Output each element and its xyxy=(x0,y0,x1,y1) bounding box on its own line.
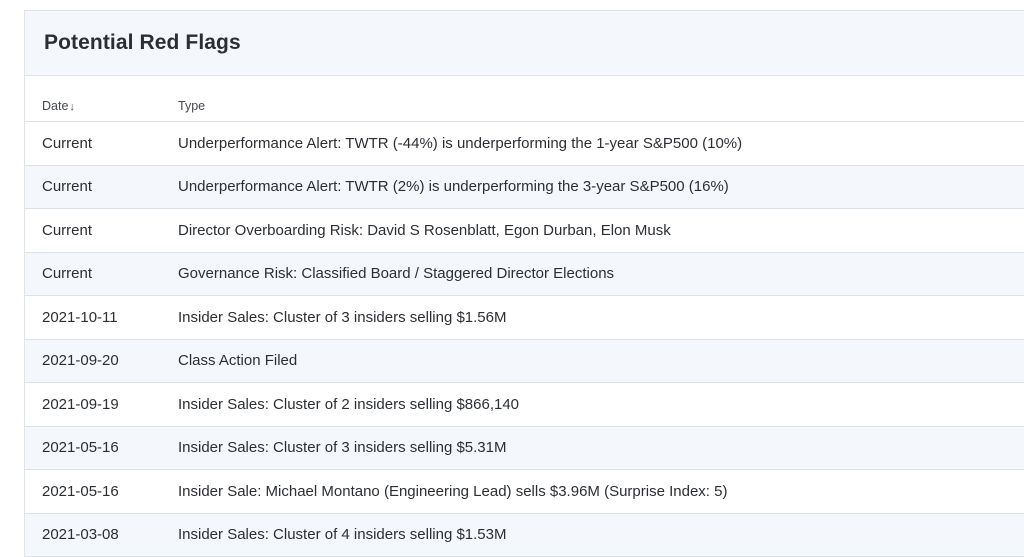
red-flags-panel: Potential Red Flags Date↓ Type Current U… xyxy=(24,10,1024,557)
table-row: Current Governance Risk: Classified Boar… xyxy=(25,252,1024,296)
table-row: 2021-10-11 Insider Sales: Cluster of 3 i… xyxy=(25,296,1024,340)
type-column-header[interactable]: Type xyxy=(178,99,1024,113)
table-row: Current Director Overboarding Risk: Davi… xyxy=(25,209,1024,253)
row-date: Current xyxy=(42,265,93,283)
row-date: 2021-05-16 xyxy=(42,482,119,500)
row-type: Insider Sales: Cluster of 3 insiders sel… xyxy=(178,439,507,457)
row-type: Underperformance Alert: TWTR (2%) is und… xyxy=(178,178,729,196)
red-flags-table: Date↓ Type Current Underperformance Aler… xyxy=(25,76,1024,557)
panel-title: Potential Red Flags xyxy=(44,31,241,54)
row-type: Underperformance Alert: TWTR (-44%) is u… xyxy=(178,134,743,152)
row-type: Insider Sales: Cluster of 3 insiders sel… xyxy=(178,308,507,326)
date-column-label: Date xyxy=(42,99,69,113)
table-row: 2021-09-19 Insider Sales: Cluster of 2 i… xyxy=(25,383,1024,427)
row-date: Current xyxy=(42,221,93,239)
table-row: Current Underperformance Alert: TWTR (-4… xyxy=(25,122,1024,166)
panel-header: Potential Red Flags xyxy=(25,11,1024,76)
row-date: 2021-10-11 xyxy=(42,308,118,326)
row-date: Current xyxy=(42,178,93,196)
sort-descending-icon: ↓ xyxy=(69,101,75,113)
table-header-row: Date↓ Type xyxy=(25,76,1024,122)
table-row: 2021-05-16 Insider Sales: Cluster of 3 i… xyxy=(25,426,1024,470)
table-row: 2021-05-16 Insider Sale: Michael Montano… xyxy=(25,470,1024,514)
table-row: Current Underperformance Alert: TWTR (2%… xyxy=(25,165,1024,209)
row-date: Current xyxy=(42,134,93,152)
row-date: 2021-05-16 xyxy=(42,439,119,457)
row-date: 2021-09-19 xyxy=(42,395,119,413)
row-type: Insider Sale: Michael Montano (Engineeri… xyxy=(178,482,728,500)
row-type: Governance Risk: Classified Board / Stag… xyxy=(178,265,615,283)
row-type: Insider Sales: Cluster of 4 insiders sel… xyxy=(178,526,507,544)
row-type: Director Overboarding Risk: David S Rose… xyxy=(178,221,671,239)
row-type: Insider Sales: Cluster of 2 insiders sel… xyxy=(178,395,520,413)
row-date: 2021-03-08 xyxy=(42,526,119,544)
row-type: Class Action Filed xyxy=(178,352,298,370)
table-row: 2021-03-08 Insider Sales: Cluster of 4 i… xyxy=(25,513,1024,557)
date-column-header[interactable]: Date↓ xyxy=(25,99,178,113)
table-row: 2021-09-20 Class Action Filed xyxy=(25,339,1024,383)
row-date: 2021-09-20 xyxy=(42,352,119,370)
type-column-label: Type xyxy=(178,99,206,113)
